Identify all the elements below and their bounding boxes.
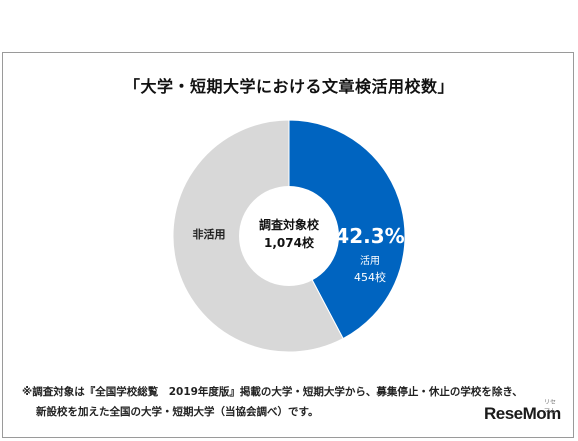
- slice-name-label: 活用: [360, 255, 380, 267]
- logo-subtext: リセマム: [544, 400, 557, 415]
- center-label-title: 調査対象校: [259, 217, 320, 232]
- slice-name-label-inactive: 非活用: [193, 227, 226, 241]
- footnote-line-2: 新設校を加えた全国の大学・短期大学（当協会調べ）です。: [36, 406, 319, 418]
- donut-hole: [239, 186, 339, 286]
- pie-slice-active: [288, 119, 406, 340]
- footnote-line-1: ※調査対象は『全国学校総覧 2019年度版』掲載の大学・短期大学から、募集停止・…: [22, 386, 523, 398]
- slice-percent-label: 42.3%: [335, 224, 404, 248]
- logo-text: ReseMom: [484, 404, 561, 423]
- slice-count-label: 454校: [354, 270, 386, 284]
- chart-title: 「大学・短期大学における文章検活用校数」: [123, 77, 454, 96]
- resemom-logo: ReseMom リセマム: [484, 400, 561, 424]
- center-label-count: 1,074校: [264, 235, 315, 250]
